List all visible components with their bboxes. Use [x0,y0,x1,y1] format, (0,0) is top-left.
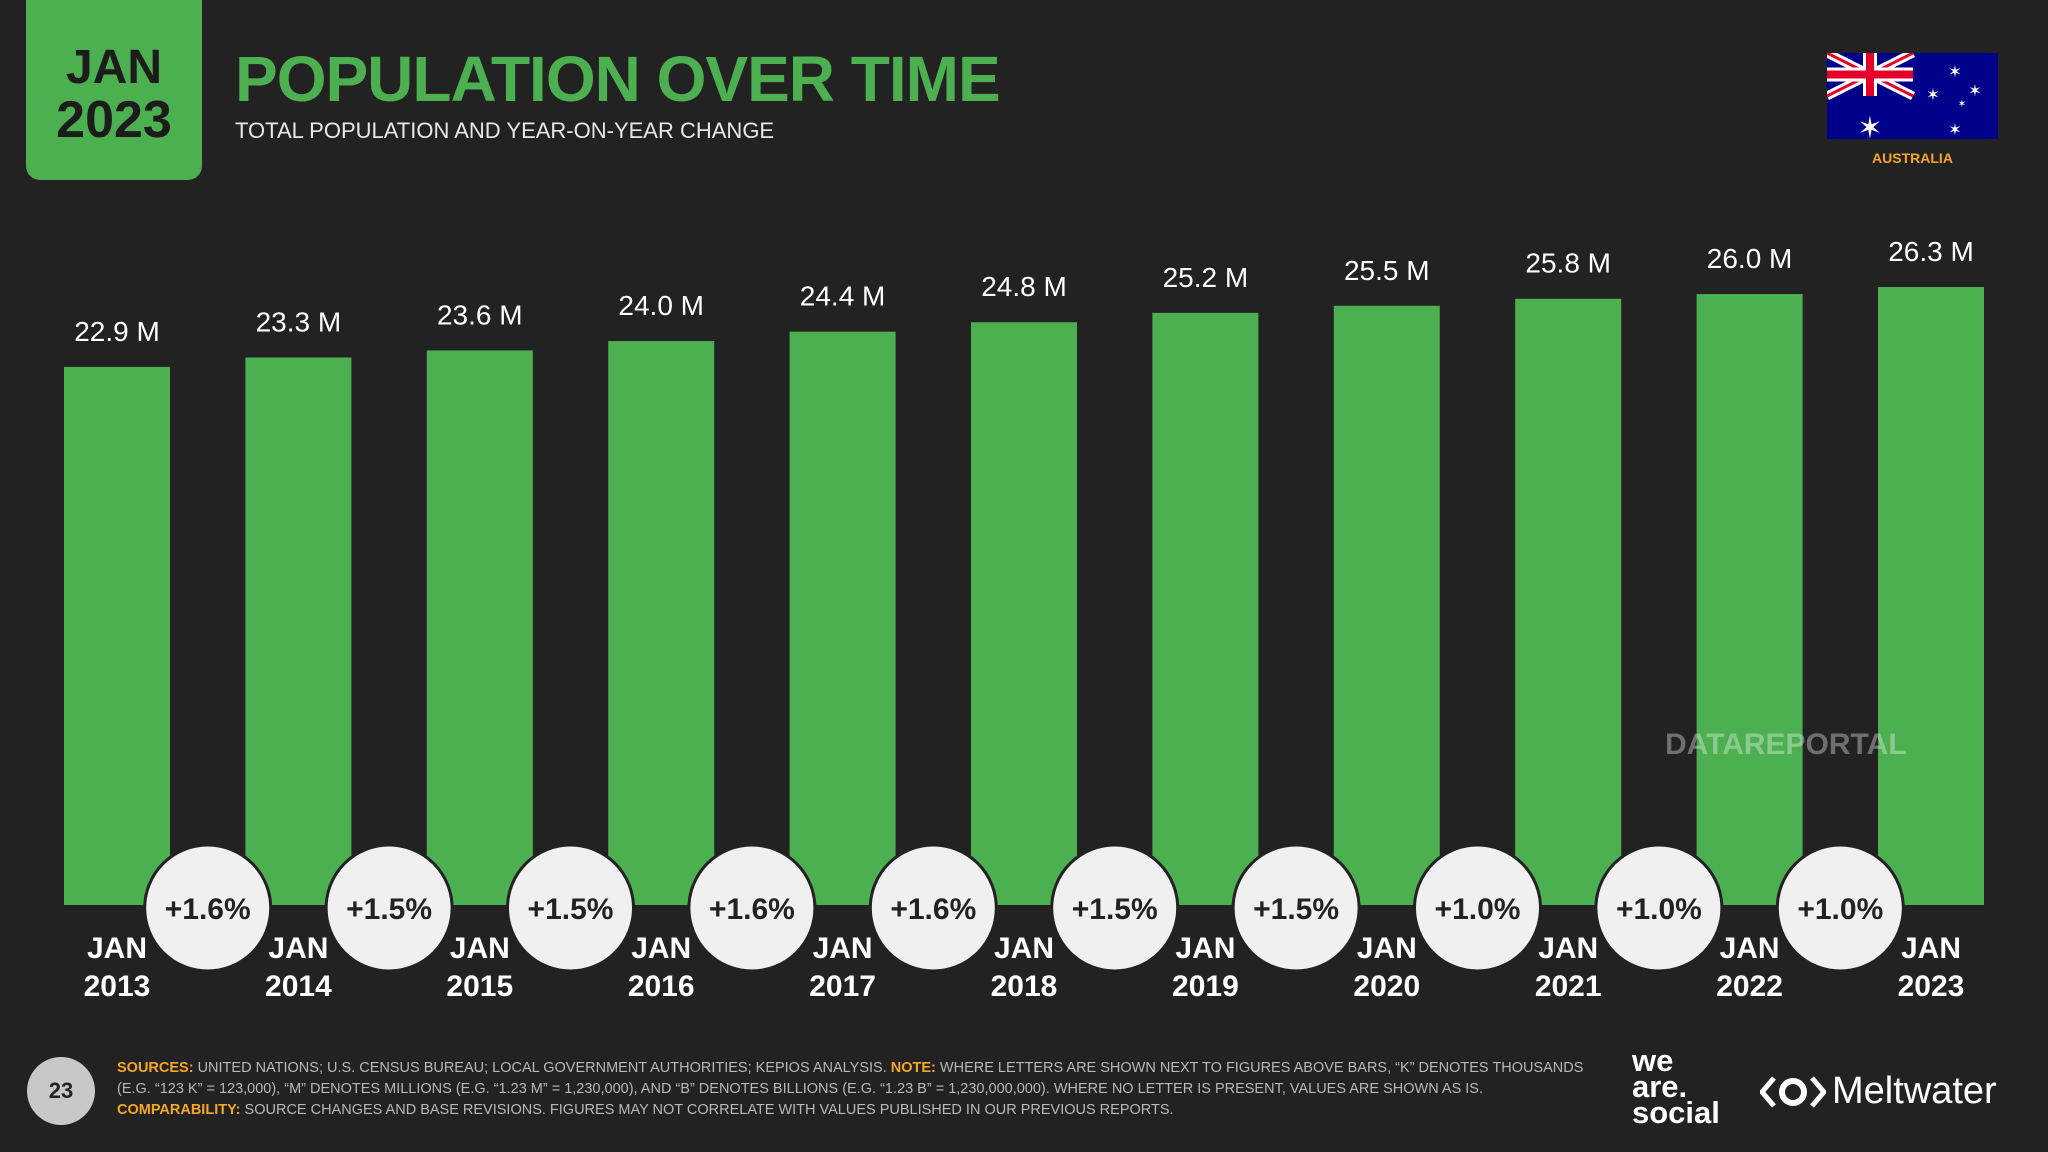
x-tick-label-year: 2014 [265,970,332,1003]
x-tick-label-year: 2019 [1172,970,1239,1003]
comparability-label: COMPARABILITY: [117,1102,241,1118]
bar [971,322,1077,905]
bar-value-label: 22.9 M [74,316,160,347]
yoy-change-bubble [1231,843,1361,973]
bar-value-label: 26.0 M [1707,243,1793,274]
comparability-text: SOURCE CHANGES AND BASE REVISIONS. FIGUR… [244,1102,1174,1118]
yoy-change-bubble [1775,843,1905,973]
bar [1515,298,1622,906]
bar [789,331,896,906]
meltwater-icon [1760,1075,1826,1108]
x-tick-label-year: 2015 [446,970,513,1003]
we-are-social-logo: we are. social [1632,1043,1720,1130]
yoy-change-bubble [1594,843,1724,973]
x-tick-label-year: 2017 [809,970,876,1003]
date-badge: JAN 2023 [26,0,202,180]
page-subtitle: TOTAL POPULATION AND YEAR-ON-YEAR CHANGE [235,118,775,143]
svg-text:✶: ✶ [1948,122,1961,139]
bar-value-label: 24.4 M [800,281,886,312]
note-text: WHERE LETTERS ARE SHOWN NEXT TO FIGURES … [117,1060,1584,1097]
country-label: AUSTRALIA [1872,150,1953,166]
x-tick-label-month: JAN [450,932,510,965]
yoy-change-label: +1.6% [165,893,251,926]
yoy-change-label: +1.6% [709,893,795,926]
x-tick-label-month: JAN [268,932,328,965]
x-tick-label-month: JAN [1901,932,1961,965]
logo-line: social [1632,1095,1720,1130]
meltwater-wordmark: Meltwater [1832,1070,1997,1112]
bar-value-label: 24.0 M [618,290,704,321]
page-title: POPULATION OVER TIME [235,43,1001,115]
yoy-change-label: +1.5% [346,893,432,926]
svg-text:✶: ✶ [1926,87,1939,104]
meltwater-logo: Meltwater [1760,1070,1997,1113]
svg-text:✶: ✶ [1948,64,1961,81]
x-tick-label-month: JAN [1357,932,1417,965]
x-tick-label-year: 2018 [991,970,1058,1003]
x-tick-label-year: 2013 [84,970,151,1003]
bar-value-label: 23.3 M [256,306,342,337]
yoy-change-label: +1.0% [1797,893,1883,926]
yoy-change-bubble [506,843,635,973]
bar-value-label: 24.8 M [981,271,1067,302]
x-tick-label-month: JAN [87,932,147,965]
x-tick-label-month: JAN [1175,932,1235,965]
footer-notes: SOURCES: UNITED NATIONS; U.S. CENSUS BUR… [117,1058,1597,1121]
sources-label: SOURCES: [117,1060,194,1076]
yoy-change-bubble [143,843,273,973]
bar-value-label: 25.5 M [1344,255,1430,286]
datareportal-watermark: DATAREPORTAL [1665,728,1907,761]
x-tick-label-year: 2016 [628,970,695,1003]
yoy-change-label: +1.6% [890,893,976,926]
bar [64,366,170,905]
page-number: 23 [27,1057,95,1125]
bar-value-label: 26.3 M [1888,236,1974,267]
bar [426,350,533,906]
date-year: 2023 [56,91,172,149]
bar-value-label: 25.8 M [1525,248,1611,279]
bar [1152,312,1259,905]
x-tick-label-year: 2023 [1898,970,1965,1003]
date-month: JAN [65,41,163,94]
yoy-change-label: +1.0% [1435,893,1521,926]
yoy-change-bubble [324,843,454,973]
x-tick-label-year: 2021 [1535,970,1602,1003]
bar-value-label: 25.2 M [1163,262,1249,293]
bar [1696,294,1803,905]
x-tick-label-year: 2020 [1353,970,1420,1003]
yoy-change-label: +1.0% [1616,893,1702,926]
note-label: NOTE: [890,1060,936,1076]
logo-line: are. [1632,1069,1688,1104]
bar [608,341,715,905]
svg-text:✶: ✶ [1958,99,1966,110]
yoy-change-label: +1.5% [528,893,614,926]
bar [245,357,352,906]
x-tick-label-month: JAN [631,932,691,965]
yoy-change-label: +1.5% [1072,893,1158,926]
x-tick-label-month: JAN [1538,932,1598,965]
x-tick-label-month: JAN [994,932,1054,965]
x-tick-label-month: JAN [813,932,873,965]
svg-text:✶: ✶ [1857,112,1882,139]
bar [1333,305,1440,906]
yoy-change-bubble [868,843,998,973]
x-tick-label-year: 2022 [1716,970,1783,1003]
yoy-change-bubble [1413,843,1542,973]
svg-text:✶: ✶ [1968,83,1981,100]
x-tick-label-month: JAN [1720,932,1780,965]
bar [1878,287,1984,905]
bar-value-label: 23.6 M [437,299,523,330]
yoy-change-label: +1.5% [1253,893,1339,926]
yoy-change-bubble [1050,843,1180,973]
australia-flag-icon: ✶ ✶✶ ✶✶ ✶ [1827,53,1998,139]
yoy-change-bubble [687,843,817,973]
logo-line: we [1632,1043,1674,1078]
sources-text: UNITED NATIONS; U.S. CENSUS BUREAU; LOCA… [197,1060,887,1076]
